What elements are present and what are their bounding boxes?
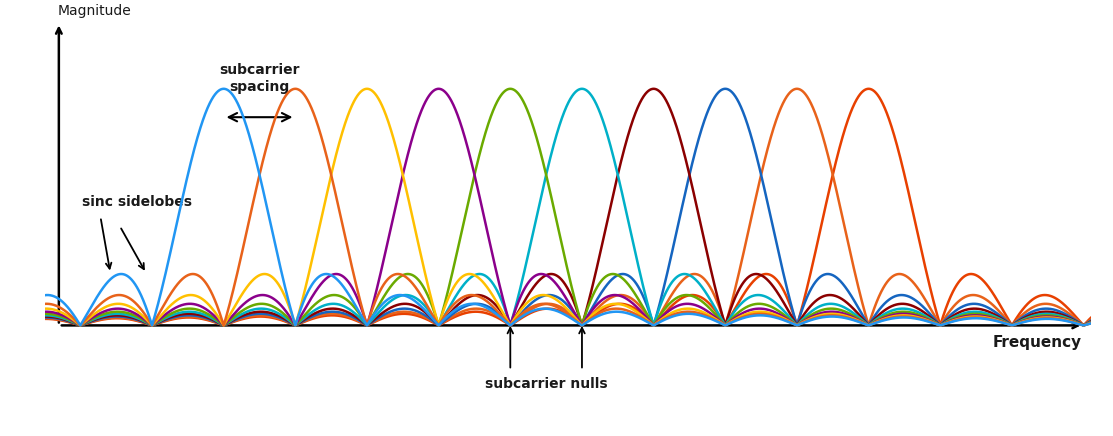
Text: Magnitude: Magnitude	[58, 4, 131, 18]
Text: Frequency: Frequency	[993, 335, 1082, 350]
Text: subcarrier nulls: subcarrier nulls	[485, 378, 608, 392]
Text: subcarrier
spacing: subcarrier spacing	[219, 63, 299, 94]
Text: sinc sidelobes: sinc sidelobes	[81, 195, 191, 209]
